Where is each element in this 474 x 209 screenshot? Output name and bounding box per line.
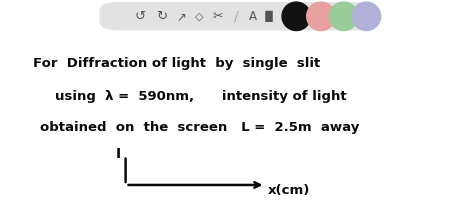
- Text: ↺: ↺: [134, 10, 146, 23]
- Text: x(cm): x(cm): [268, 184, 310, 197]
- Text: /: /: [234, 9, 238, 23]
- Text: ↗: ↗: [176, 10, 186, 23]
- Text: ↻: ↻: [155, 10, 167, 23]
- Text: using  λ =  590nm,      intensity of light: using λ = 590nm, intensity of light: [55, 90, 346, 103]
- Ellipse shape: [282, 2, 310, 31]
- Ellipse shape: [307, 2, 335, 31]
- Text: ▐▌: ▐▌: [261, 11, 278, 22]
- Text: obtained  on  the  screen   L =  2.5m  away: obtained on the screen L = 2.5m away: [40, 121, 360, 134]
- Text: A: A: [249, 10, 256, 23]
- Ellipse shape: [329, 2, 358, 31]
- Text: For  Diffraction of light  by  single  slit: For Diffraction of light by single slit: [33, 57, 320, 70]
- FancyBboxPatch shape: [100, 2, 374, 30]
- Ellipse shape: [352, 2, 381, 31]
- Text: ✂: ✂: [213, 10, 223, 23]
- Text: I: I: [116, 147, 121, 161]
- Text: ◇: ◇: [195, 11, 203, 21]
